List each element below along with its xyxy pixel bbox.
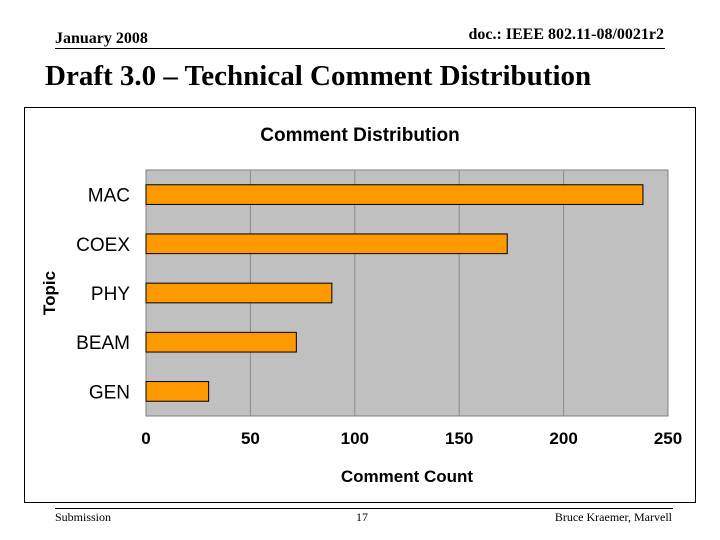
category-label-gen: GEN xyxy=(89,382,130,403)
category-label-phy: PHY xyxy=(91,284,130,305)
x-tick-labels: 0 50 100 150 200 250 xyxy=(141,429,682,448)
header-rule xyxy=(55,48,665,49)
x-tick-label: 100 xyxy=(341,429,369,448)
footer-author: Bruce Kraemer, Marvell xyxy=(554,510,672,524)
x-axis-label: Comment Count xyxy=(341,467,474,486)
category-label-mac: MAC xyxy=(88,186,130,207)
bar-mac xyxy=(145,184,644,205)
x-tick-label: 150 xyxy=(445,429,473,448)
x-tick-label: 250 xyxy=(654,429,682,448)
chart-frame: Comment Distribution MAC COEX PHY BEAM GEN 0… xyxy=(24,107,696,503)
bar-coex xyxy=(145,233,508,255)
category-label-beam: BEAM xyxy=(76,333,130,354)
footer-rule xyxy=(55,508,673,509)
bar-phy xyxy=(145,282,333,304)
comment-distribution-chart: Comment Distribution MAC COEX PHY BEAM GEN 0… xyxy=(40,125,682,486)
header-date: January 2008 xyxy=(55,30,148,47)
bar-gen xyxy=(145,381,210,402)
x-tick-label: 200 xyxy=(549,429,577,448)
category-label-coex: COEX xyxy=(76,235,130,256)
chart-title: Comment Distribution xyxy=(260,125,460,146)
bars xyxy=(145,184,644,402)
category-labels: MAC COEX PHY BEAM GEN xyxy=(76,186,130,404)
x-tick-label: 50 xyxy=(241,429,260,448)
bar-beam xyxy=(145,331,297,353)
x-tick-label: 0 xyxy=(141,429,150,448)
footer-page-number: 17 xyxy=(356,510,368,524)
slide-title: Draft 3.0 – Technical Comment Distributi… xyxy=(45,60,592,92)
header-doc-id: doc.: IEEE 802.11-08/0021r2 xyxy=(468,26,664,43)
y-axis-label: Topic xyxy=(40,271,59,315)
footer-submission: Submission xyxy=(55,510,112,524)
